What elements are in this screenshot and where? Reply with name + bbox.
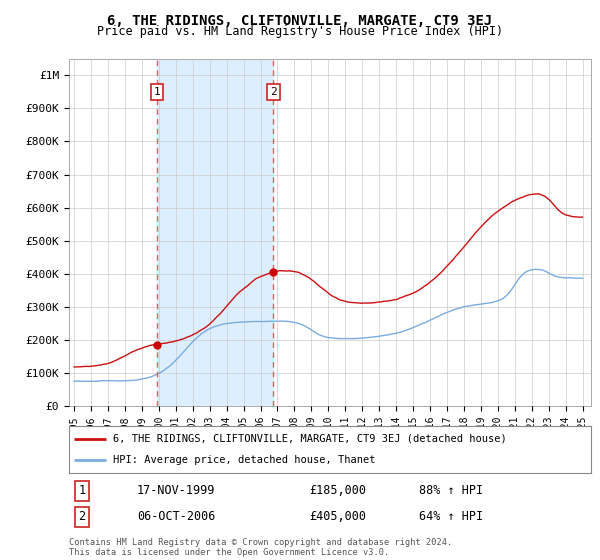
Text: 6, THE RIDINGS, CLIFTONVILLE, MARGATE, CT9 3EJ: 6, THE RIDINGS, CLIFTONVILLE, MARGATE, C… (107, 14, 493, 28)
Text: 1: 1 (79, 484, 86, 497)
Text: 2: 2 (270, 87, 277, 97)
Text: 1: 1 (154, 87, 160, 97)
Text: Contains HM Land Registry data © Crown copyright and database right 2024.
This d: Contains HM Land Registry data © Crown c… (69, 538, 452, 557)
Text: HPI: Average price, detached house, Thanet: HPI: Average price, detached house, Than… (113, 455, 376, 465)
Bar (157, 59, 274, 406)
Text: 88% ↑ HPI: 88% ↑ HPI (419, 484, 483, 497)
Text: 2: 2 (79, 510, 86, 524)
Text: 06-OCT-2006: 06-OCT-2006 (137, 510, 215, 524)
Text: 6, THE RIDINGS, CLIFTONVILLE, MARGATE, CT9 3EJ (detached house): 6, THE RIDINGS, CLIFTONVILLE, MARGATE, C… (113, 434, 507, 444)
Text: £185,000: £185,000 (309, 484, 366, 497)
Text: £405,000: £405,000 (309, 510, 366, 524)
Text: 17-NOV-1999: 17-NOV-1999 (137, 484, 215, 497)
Text: 64% ↑ HPI: 64% ↑ HPI (419, 510, 483, 524)
Text: Price paid vs. HM Land Registry's House Price Index (HPI): Price paid vs. HM Land Registry's House … (97, 25, 503, 38)
